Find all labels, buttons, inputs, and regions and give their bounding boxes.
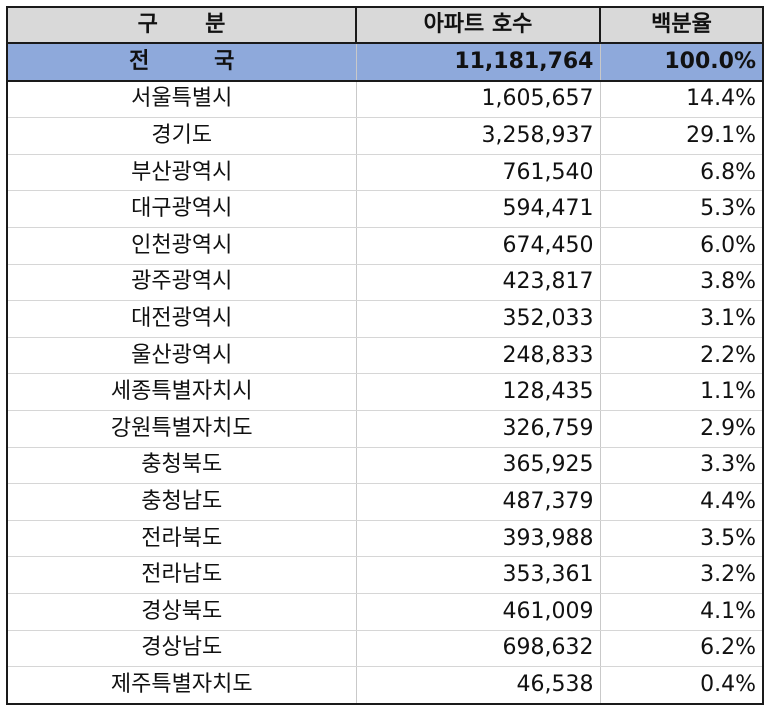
region-name-cell: 대구광역시 [6, 190, 357, 228]
percentage-cell: 1.1% [599, 373, 764, 411]
percentage-cell: 3.8% [599, 264, 764, 302]
header-apartment-count: 아파트 호수 [355, 6, 601, 44]
apartment-count-cell: 353,361 [355, 556, 601, 594]
apartment-count-cell: 365,925 [355, 447, 601, 485]
apartment-count-cell: 674,450 [355, 227, 601, 265]
table-row: 울산광역시 248,833 2.2% [6, 337, 764, 375]
table-header: 구 분 아파트 호수 백분율 [6, 6, 764, 44]
apartment-count-cell: 393,988 [355, 520, 601, 558]
apartment-count-cell: 487,379 [355, 483, 601, 521]
percentage-cell: 3.2% [599, 556, 764, 594]
percentage-cell: 2.9% [599, 410, 764, 448]
table-row: 전라남도 353,361 3.2% [6, 556, 764, 594]
table-body: 전 국 11,181,764 100.0% 서울특별시 1,605,657 14.4… [6, 42, 764, 705]
apartment-count-cell: 594,471 [355, 190, 601, 228]
region-name-cell: 세종특별자치시 [6, 373, 357, 411]
percentage-cell: 29.1% [599, 117, 764, 155]
apartment-count-cell: 3,258,937 [355, 117, 601, 155]
table-row: 부산광역시 761,540 6.8% [6, 154, 764, 192]
apartment-count-cell: 761,540 [355, 154, 601, 192]
apartment-count-cell: 46,538 [355, 666, 601, 705]
header-percentage: 백분율 [599, 6, 764, 44]
table-row: 강원특별자치도 326,759 2.9% [6, 410, 764, 448]
percentage-cell: 2.2% [599, 337, 764, 375]
apartment-count-cell: 1,605,657 [355, 80, 601, 119]
percentage-cell: 5.3% [599, 190, 764, 228]
apartment-count-cell: 352,033 [355, 300, 601, 338]
table-row: 세종특별자치시 128,435 1.1% [6, 373, 764, 411]
region-name-cell: 경기도 [6, 117, 357, 155]
region-name-cell: 경상북도 [6, 593, 357, 631]
total-name: 전 국 [6, 42, 357, 82]
region-name-cell: 제주특별자치도 [6, 666, 357, 705]
apartment-count-cell: 423,817 [355, 264, 601, 302]
region-name-cell: 대전광역시 [6, 300, 357, 338]
region-name-cell: 울산광역시 [6, 337, 357, 375]
region-name-cell: 강원특별자치도 [6, 410, 357, 448]
table-row: 전라북도 393,988 3.5% [6, 520, 764, 558]
apartment-count-cell: 698,632 [355, 630, 601, 668]
header-row: 구 분 아파트 호수 백분율 [6, 6, 764, 44]
region-name-cell: 충청남도 [6, 483, 357, 521]
table-row: 대구광역시 594,471 5.3% [6, 190, 764, 228]
total-count: 11,181,764 [355, 42, 601, 82]
apartment-table-container: 구 분 아파트 호수 백분율 전 국 11,181,764 100.0% 서울특… [6, 6, 764, 705]
percentage-cell: 3.5% [599, 520, 764, 558]
percentage-cell: 6.0% [599, 227, 764, 265]
percentage-cell: 14.4% [599, 80, 764, 119]
region-name-cell: 인천광역시 [6, 227, 357, 265]
region-name-cell: 충청북도 [6, 447, 357, 485]
region-name-cell: 부산광역시 [6, 154, 357, 192]
region-name-cell: 전라북도 [6, 520, 357, 558]
total-row: 전 국 11,181,764 100.0% [6, 42, 764, 82]
table-row: 광주광역시 423,817 3.8% [6, 264, 764, 302]
table-row: 대전광역시 352,033 3.1% [6, 300, 764, 338]
total-percentage: 100.0% [599, 42, 764, 82]
table-row: 경상남도 698,632 6.2% [6, 630, 764, 668]
region-name-cell: 전라남도 [6, 556, 357, 594]
percentage-cell: 3.1% [599, 300, 764, 338]
table-row: 서울특별시 1,605,657 14.4% [6, 80, 764, 119]
percentage-cell: 4.4% [599, 483, 764, 521]
region-name-cell: 광주광역시 [6, 264, 357, 302]
region-name-cell: 경상남도 [6, 630, 357, 668]
apartment-count-cell: 248,833 [355, 337, 601, 375]
apartment-count-cell: 128,435 [355, 373, 601, 411]
apartment-count-cell: 326,759 [355, 410, 601, 448]
table-row: 경기도 3,258,937 29.1% [6, 117, 764, 155]
table-row: 충청남도 487,379 4.4% [6, 483, 764, 521]
region-name-cell: 서울특별시 [6, 80, 357, 119]
percentage-cell: 3.3% [599, 447, 764, 485]
table-row: 인천광역시 674,450 6.0% [6, 227, 764, 265]
percentage-cell: 0.4% [599, 666, 764, 705]
percentage-cell: 6.8% [599, 154, 764, 192]
table-row: 제주특별자치도 46,538 0.4% [6, 666, 764, 705]
header-category: 구 분 [6, 6, 357, 44]
table-row: 충청북도 365,925 3.3% [6, 447, 764, 485]
table-row: 경상북도 461,009 4.1% [6, 593, 764, 631]
apartment-count-table: 구 분 아파트 호수 백분율 전 국 11,181,764 100.0% 서울특… [6, 6, 764, 705]
apartment-count-cell: 461,009 [355, 593, 601, 631]
percentage-cell: 6.2% [599, 630, 764, 668]
percentage-cell: 4.1% [599, 593, 764, 631]
